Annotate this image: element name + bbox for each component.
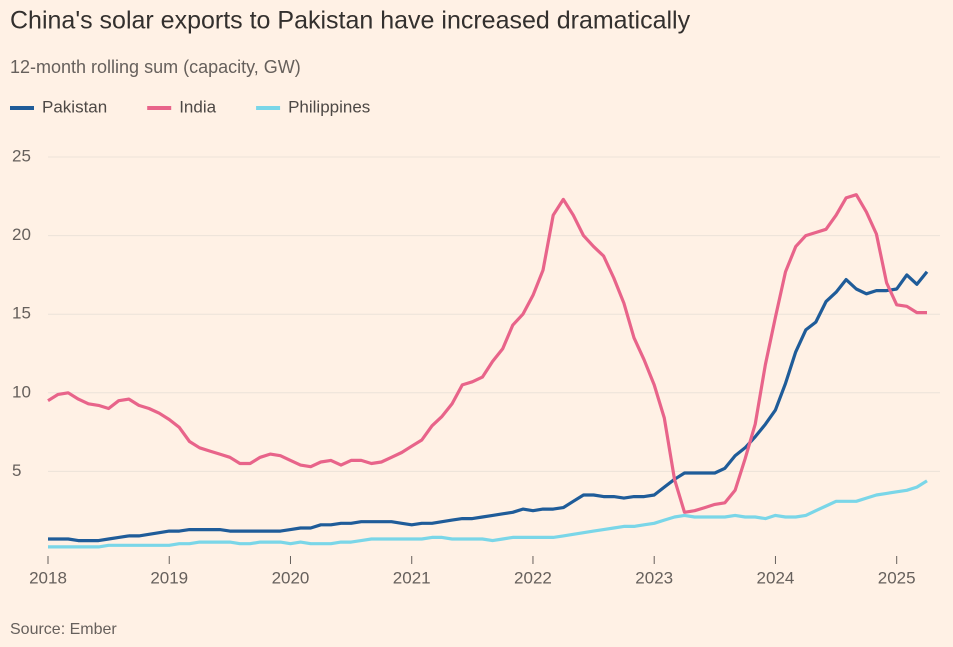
legend-label: India: [179, 97, 216, 116]
x-tick-label: 2020: [272, 568, 310, 587]
x-tick-label: 2024: [757, 568, 795, 587]
x-tick-label: 2018: [29, 568, 67, 587]
x-tick-label: 2021: [393, 568, 431, 587]
series-line: [47, 193, 927, 514]
x-tick-label: 2022: [514, 568, 552, 587]
y-tick-label: 15: [12, 304, 31, 323]
series-line: [48, 270, 929, 543]
x-tick-label: 2023: [635, 568, 673, 587]
y-tick-label: 5: [12, 461, 21, 480]
source: Source: Ember: [10, 621, 117, 638]
chart-title: China's solar exports to Pakistan have i…: [10, 7, 691, 35]
series-line: [48, 479, 928, 549]
legend-label: Philippines: [288, 97, 370, 116]
y-tick-label: 10: [12, 382, 31, 401]
legend-label: Pakistan: [42, 97, 107, 116]
chart-subtitle: 12-month rolling sum (capacity, GW): [10, 57, 301, 77]
x-tick-label: 2025: [878, 568, 916, 587]
y-tick-label: 20: [12, 225, 31, 244]
x-tick-label: 2019: [150, 568, 188, 587]
y-tick-label: 25: [12, 146, 31, 165]
